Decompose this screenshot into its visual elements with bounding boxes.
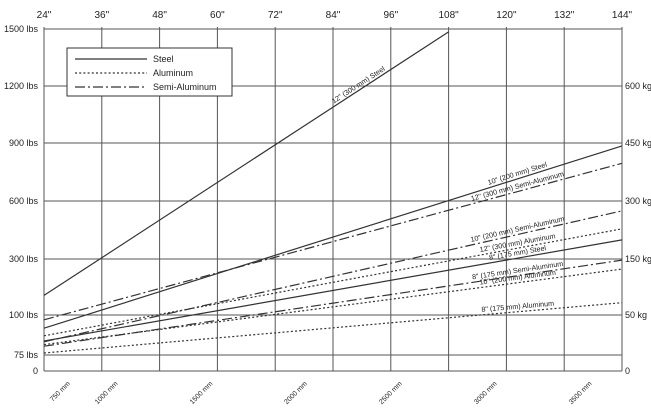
top-tick-label: 120" xyxy=(496,10,517,21)
top-tick-label: 84" xyxy=(326,10,341,21)
left-tick-label: 75 lbs xyxy=(14,350,39,360)
legend-entry-label: Semi-Aluminum xyxy=(153,82,217,92)
right-tick-label: 50 kg xyxy=(625,310,647,320)
top-tick-label: 96" xyxy=(383,10,398,21)
top-tick-label: 24" xyxy=(37,10,52,21)
left-tick-label: 1200 lbs xyxy=(4,81,39,91)
bottom-tick-label: 2500 mm xyxy=(378,380,404,406)
series-line xyxy=(43,31,449,296)
legend-entry-label: Steel xyxy=(153,54,174,64)
right-tick-label: 600 kg xyxy=(625,81,651,91)
top-axis-inches: 24" 36" 48" 60" 72" 84" 96" 108" 120" 132" 144" xyxy=(37,10,633,21)
series-line xyxy=(43,162,623,321)
bottom-tick-label: 1000 mm xyxy=(94,380,120,406)
legend-box xyxy=(66,47,233,97)
left-axis-lbs: 0 75 lbs 100 lbs 300 lbs 600 lbs 900 lbs 1200 … xyxy=(4,24,39,376)
bottom-tick-label: 1500 mm xyxy=(189,380,215,406)
bottom-tick-label: 3000 mm xyxy=(473,380,499,406)
bottom-tick-label: 3500 mm xyxy=(568,380,594,406)
top-tick-label: 144" xyxy=(612,10,633,21)
series-line xyxy=(43,302,623,354)
series-lines xyxy=(43,31,623,354)
series-line xyxy=(43,145,623,329)
top-tick-label: 108" xyxy=(438,10,459,21)
top-tick-label: 60" xyxy=(210,10,225,21)
series-line xyxy=(43,239,623,342)
series-label: 12" (300 mm) Steel xyxy=(330,64,387,105)
left-tick-label: 300 lbs xyxy=(9,254,39,264)
series-line xyxy=(43,210,623,343)
top-tick-label: 72" xyxy=(268,10,283,21)
left-tick-label: 0 xyxy=(33,366,38,376)
bottom-axis-millimeters: 750 mm 1000 mm 1500 mm 2000 mm 2500 mm 3000 m… xyxy=(49,380,594,406)
top-tick-label: 132" xyxy=(554,10,575,21)
series-line xyxy=(43,228,623,337)
left-tick-label: 600 lbs xyxy=(9,196,39,206)
left-tick-label: 100 lbs xyxy=(9,310,39,320)
top-tick-label: 48" xyxy=(152,10,167,21)
series-line xyxy=(43,268,623,346)
right-tick-label: 450 kg xyxy=(625,138,651,148)
bottom-tick-label: 2000 mm xyxy=(283,380,309,406)
top-tick-label: 36" xyxy=(94,10,109,21)
left-tick-label: 900 lbs xyxy=(9,138,39,148)
right-tick-label: 150 kg xyxy=(625,254,651,264)
right-tick-label: 300 kg xyxy=(625,196,651,206)
left-tick-label: 1500 lbs xyxy=(4,24,39,34)
legend: Steel Aluminum Semi-Aluminum xyxy=(66,47,233,97)
bottom-tick-label: 750 mm xyxy=(49,380,72,403)
legend-entry-label: Aluminum xyxy=(153,68,193,78)
right-tick-label: 0 xyxy=(625,366,630,376)
right-axis-kg: 0 50 kg 150 kg 300 kg 450 kg 600 kg xyxy=(625,81,651,376)
